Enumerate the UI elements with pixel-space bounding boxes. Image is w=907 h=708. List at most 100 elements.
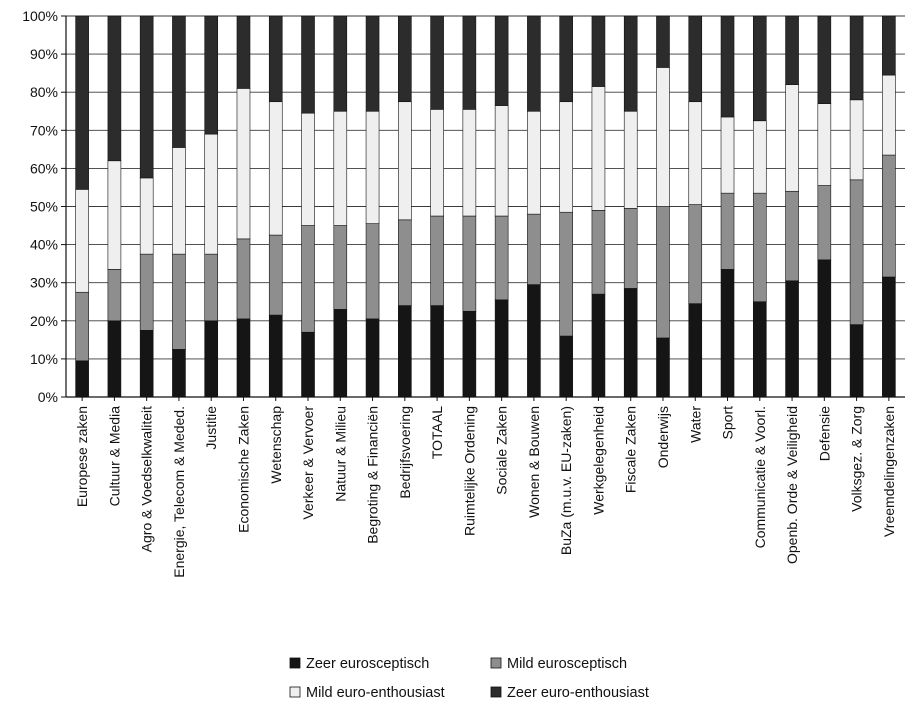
x-category-label: Onderwijs: [655, 406, 671, 468]
y-tick-label: 10%: [30, 351, 58, 367]
bar-segment: [688, 15, 703, 103]
bar-segment: [785, 190, 799, 282]
bar-segment: [139, 253, 154, 331]
bar-segment: [720, 15, 735, 118]
grid-lines: [66, 15, 905, 360]
legend-label: Mild euro-enthousiast: [306, 685, 445, 701]
x-category-label: Begroting & Financiën: [365, 406, 381, 544]
bar-segment: [107, 15, 122, 162]
bar-segment: [236, 15, 251, 89]
bar-segment: [688, 101, 703, 205]
y-tick-label: 30%: [30, 275, 58, 291]
bar-segment: [172, 147, 186, 255]
bar-segment: [559, 15, 573, 103]
y-tick-label: 100%: [22, 8, 58, 24]
x-category-label: Water: [687, 406, 703, 443]
bar-segment: [333, 309, 348, 398]
bar-segment: [204, 320, 219, 398]
bar-segment: [882, 276, 896, 398]
x-category-label: Communicatie & Voorl.: [752, 406, 768, 548]
bar-segment: [752, 301, 767, 398]
bar-segment: [559, 211, 573, 337]
bar-segment: [430, 215, 444, 306]
legend-label: Mild eurosceptisch: [507, 656, 627, 672]
x-category-label: Werkgelegenheid: [590, 406, 606, 515]
bar-segment: [817, 103, 832, 186]
x-category-label: Defensie: [816, 406, 832, 461]
bar-segment: [494, 15, 509, 106]
bar-segment: [688, 204, 703, 304]
legend: Zeer eurosceptisch Mild eurosceptisch Mild…: [289, 656, 649, 701]
bar-segment: [656, 337, 670, 398]
bar-segment: [656, 67, 670, 207]
bar-segment: [494, 299, 509, 398]
bar-segment: [236, 238, 251, 320]
bar-segment: [849, 324, 864, 398]
bar-segment: [720, 192, 735, 270]
bar-segment: [656, 206, 670, 339]
bar-segment: [849, 99, 864, 181]
x-category-labels: Europese zaken Cultuur & Media Agro & Voed…: [74, 406, 897, 578]
bar-segment: [139, 330, 154, 398]
x-category-label: Verkeer & Vervoer: [300, 406, 316, 520]
bar-segment: [559, 335, 573, 398]
x-category-label: Bedrijfsvoering: [397, 406, 413, 499]
bar-segment: [365, 223, 380, 320]
bar-segment: [236, 318, 251, 398]
bar-segment: [849, 179, 864, 325]
bar-segment: [527, 15, 541, 112]
y-tick-label: 70%: [30, 122, 58, 138]
bar-segment: [656, 15, 670, 68]
bar-segment: [591, 210, 606, 295]
bar-segment: [139, 15, 154, 179]
bar-segment: [591, 293, 606, 398]
bar-segment: [882, 154, 896, 278]
x-category-label: TOTAAL: [429, 406, 445, 459]
bar-segment: [882, 74, 896, 156]
bar-segment: [398, 305, 412, 398]
bar-segment: [333, 225, 348, 310]
x-category-label: Cultuur & Media: [106, 406, 122, 507]
bar-segment: [817, 185, 832, 261]
bar-segment: [75, 189, 89, 293]
bar-segment: [398, 101, 412, 221]
bar-segment: [623, 15, 638, 112]
bar-segment: [107, 160, 122, 270]
bar-segment: [752, 192, 767, 303]
axes: [61, 15, 905, 401]
bar-segment: [365, 318, 380, 398]
x-category-label: Justitie: [203, 406, 219, 450]
legend-item: Mild eurosceptisch: [490, 656, 627, 672]
bar-segment: [752, 15, 767, 122]
legend-label: Zeer euro-enthousiast: [507, 685, 649, 701]
bar-segment: [785, 280, 799, 398]
bar-segment: [462, 15, 477, 110]
bar-segment: [430, 109, 444, 217]
bar-segment: [333, 15, 348, 112]
bar-segment: [75, 15, 89, 190]
bar-segment: [559, 101, 573, 213]
legend-swatch: [289, 657, 301, 669]
x-category-label: Sociale Zaken: [494, 406, 510, 495]
bar-segment: [527, 110, 541, 215]
x-category-label: BuZa (m.u.v. EU-zaken): [558, 406, 574, 555]
x-category-label: Wonen & Bouwen: [526, 406, 542, 518]
bar-segment: [268, 101, 283, 236]
bar-segment: [301, 112, 315, 226]
bar-segment: [365, 15, 380, 112]
bar-segment: [591, 15, 606, 87]
bar-segment: [204, 133, 219, 255]
bar-segment: [494, 105, 509, 217]
bar-segment: [172, 253, 186, 350]
bars: [75, 15, 896, 398]
bar-segment: [462, 310, 477, 398]
bar-segment: [720, 269, 735, 398]
bar-segment: [172, 15, 186, 148]
x-category-label: Economische Zaken: [235, 406, 251, 533]
bar-segment: [365, 110, 380, 224]
bar-segment: [623, 288, 638, 398]
x-category-label: Natuur & Milieu: [332, 406, 348, 502]
legend-swatch: [490, 686, 502, 698]
bar-segment: [236, 88, 251, 240]
